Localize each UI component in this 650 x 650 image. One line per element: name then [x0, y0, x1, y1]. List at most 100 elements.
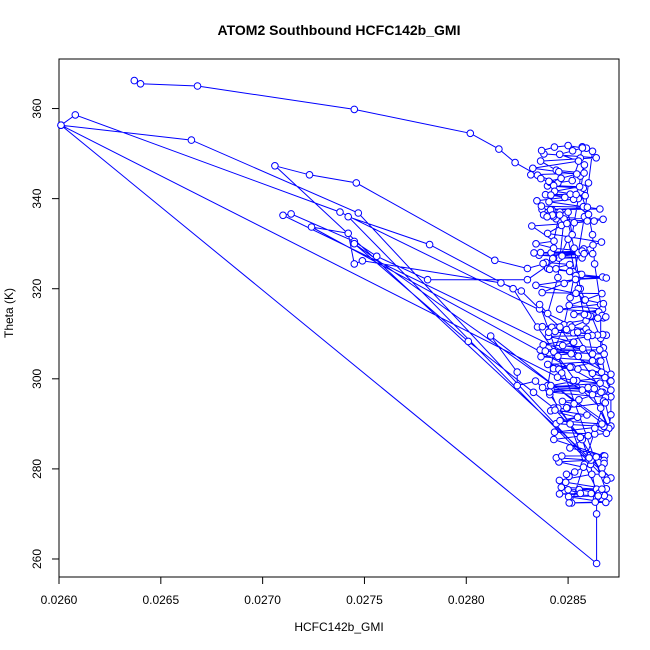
data-point [569, 376, 578, 385]
data-point [588, 230, 597, 239]
data-point [573, 328, 582, 337]
series-line [60, 80, 613, 565]
data-point [547, 381, 555, 390]
data-point [574, 365, 582, 373]
data-point [532, 281, 540, 290]
data-point [591, 424, 599, 433]
data-point [495, 145, 503, 153]
data-point [602, 498, 610, 507]
data-point [592, 559, 601, 568]
data-point [568, 176, 577, 185]
data-point [599, 215, 607, 224]
data-point [570, 310, 578, 319]
data-point [570, 468, 579, 476]
x-tick-label: 0.0285 [550, 593, 587, 607]
data-point [581, 296, 590, 304]
x-tick-label: 0.0280 [448, 593, 485, 607]
data-point [545, 265, 554, 274]
data-point [554, 273, 562, 282]
data-point [545, 198, 553, 206]
data-point [596, 205, 604, 213]
data-point [551, 327, 559, 336]
data-point [511, 158, 519, 167]
y-tick-label: 320 [30, 278, 44, 298]
data-point [336, 208, 344, 216]
x-axis: 0.0260 0.0265 0.0270 0.0275 0.0280 0.0285 [41, 576, 587, 607]
y-axis-label: Theta (K) [2, 288, 16, 338]
data-point [569, 338, 578, 347]
data-point [538, 288, 546, 297]
x-tick-label: 0.0260 [41, 593, 78, 607]
x-tick-label: 0.0265 [142, 593, 179, 607]
data-point [555, 305, 564, 314]
data-point [584, 179, 593, 187]
data-point [607, 377, 615, 385]
data-point [596, 346, 604, 354]
data-point [576, 433, 585, 442]
data-point [527, 171, 535, 179]
data-point [562, 470, 571, 479]
data-point [543, 309, 552, 318]
data-point [564, 492, 573, 501]
data-point [536, 157, 545, 165]
data-point [372, 252, 381, 261]
data-point [558, 397, 567, 406]
data-point [423, 275, 432, 284]
data-point [543, 360, 552, 369]
data-point [556, 323, 564, 331]
data-point [486, 332, 495, 340]
data-point [523, 264, 532, 273]
data-point [539, 341, 548, 349]
y-tick-label: 260 [30, 549, 44, 569]
data-point [574, 157, 583, 165]
data-point [597, 238, 606, 246]
data-point [543, 213, 551, 221]
y-tick-label: 280 [30, 459, 44, 479]
data-point [550, 428, 559, 437]
data-point [566, 363, 574, 372]
data-point [597, 357, 605, 365]
data-point [554, 352, 562, 361]
data-point [607, 370, 615, 379]
data-point [588, 147, 597, 156]
y-axis: 260 280 300 320 340 360 [30, 98, 60, 569]
data-point [531, 377, 540, 385]
data-point [607, 386, 615, 394]
data-point [590, 384, 599, 393]
series-points [57, 76, 615, 568]
data-point [344, 229, 353, 238]
data-point [583, 217, 592, 225]
data-point [566, 293, 574, 302]
data-point [597, 368, 606, 377]
data-point [563, 219, 571, 228]
data-point [588, 357, 597, 365]
data-point [602, 429, 611, 438]
data-point [565, 499, 574, 507]
data-point [565, 301, 574, 310]
data-point [578, 344, 587, 353]
data-point [580, 161, 589, 169]
x-tick-label: 0.0270 [244, 593, 281, 607]
data-point [596, 379, 604, 388]
data-point [550, 143, 559, 151]
data-point [187, 136, 196, 144]
data-point [550, 435, 558, 444]
data-point [533, 197, 541, 205]
data-point [541, 347, 550, 355]
data-point [560, 279, 569, 288]
chart-title: ATOM2 Southbound HCFC142b_GMI [218, 22, 461, 38]
data-point [491, 256, 499, 265]
data-point [588, 249, 597, 258]
data-point [584, 383, 592, 392]
data-point [588, 470, 596, 479]
data-point [528, 222, 536, 230]
data-point [598, 470, 607, 478]
data-point [570, 244, 579, 252]
data-point [565, 267, 574, 276]
x-tick-label: 0.0275 [346, 593, 383, 607]
data-point [513, 368, 522, 376]
data-point [550, 237, 558, 245]
data-point [549, 244, 558, 252]
data-point [543, 229, 552, 238]
data-point [580, 249, 588, 258]
